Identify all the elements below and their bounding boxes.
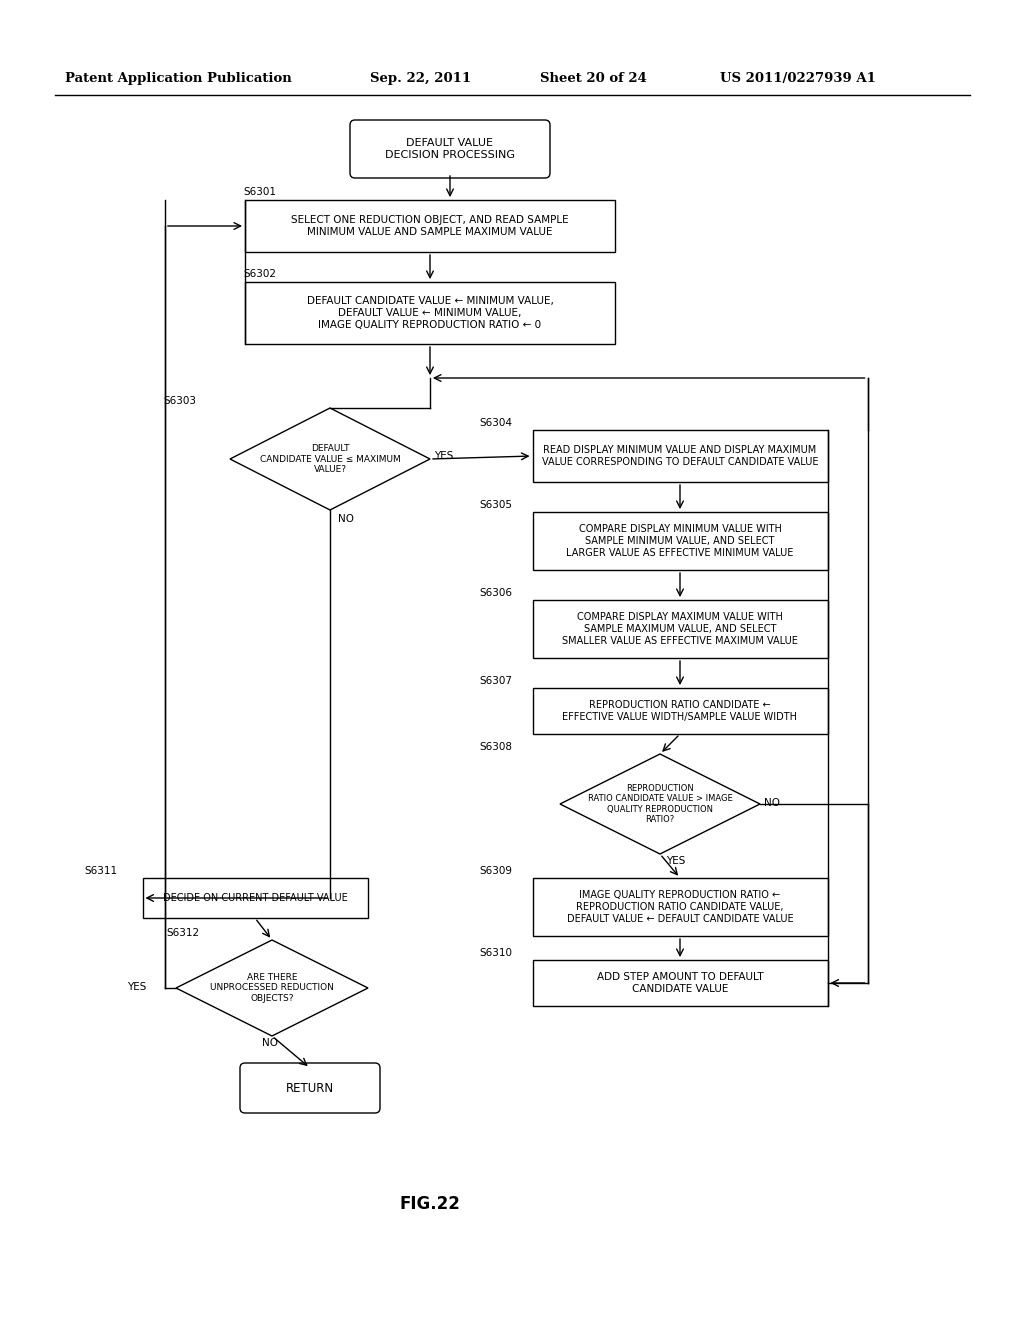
Text: ADD STEP AMOUNT TO DEFAULT
CANDIDATE VALUE: ADD STEP AMOUNT TO DEFAULT CANDIDATE VAL… (597, 973, 763, 994)
Text: YES: YES (666, 855, 685, 866)
Text: S6302: S6302 (243, 269, 276, 279)
Text: S6301: S6301 (243, 187, 276, 197)
Text: S6305: S6305 (479, 500, 512, 510)
Text: ARE THERE
UNPROCESSED REDUCTION
OBJECTS?: ARE THERE UNPROCESSED REDUCTION OBJECTS? (210, 973, 334, 1003)
Text: S6307: S6307 (479, 676, 512, 686)
Text: Sheet 20 of 24: Sheet 20 of 24 (540, 73, 647, 84)
FancyBboxPatch shape (532, 878, 827, 936)
Text: Patent Application Publication: Patent Application Publication (65, 73, 292, 84)
Text: S6309: S6309 (479, 866, 512, 876)
FancyBboxPatch shape (245, 201, 615, 252)
FancyBboxPatch shape (532, 430, 827, 482)
Text: IMAGE QUALITY REPRODUCTION RATIO ←
REPRODUCTION RATIO CANDIDATE VALUE,
DEFAULT V: IMAGE QUALITY REPRODUCTION RATIO ← REPRO… (566, 891, 794, 924)
FancyBboxPatch shape (532, 688, 827, 734)
Text: S6304: S6304 (479, 418, 512, 428)
Text: S6311: S6311 (85, 866, 118, 876)
Text: S6303: S6303 (163, 396, 196, 407)
Text: US 2011/0227939 A1: US 2011/0227939 A1 (720, 73, 876, 84)
Text: RETURN: RETURN (286, 1081, 334, 1094)
FancyBboxPatch shape (532, 601, 827, 657)
FancyBboxPatch shape (240, 1063, 380, 1113)
Polygon shape (230, 408, 430, 510)
Text: S6308: S6308 (479, 742, 512, 752)
FancyBboxPatch shape (532, 512, 827, 570)
Text: COMPARE DISPLAY MAXIMUM VALUE WITH
SAMPLE MAXIMUM VALUE, AND SELECT
SMALLER VALU: COMPARE DISPLAY MAXIMUM VALUE WITH SAMPL… (562, 612, 798, 645)
Text: YES: YES (434, 451, 454, 461)
Text: S6310: S6310 (479, 948, 512, 958)
Text: DEFAULT
CANDIDATE VALUE ≤ MAXIMUM
VALUE?: DEFAULT CANDIDATE VALUE ≤ MAXIMUM VALUE? (260, 444, 400, 474)
Polygon shape (176, 940, 368, 1036)
Polygon shape (560, 754, 760, 854)
Text: NO: NO (764, 799, 780, 808)
Text: DEFAULT VALUE
DECISION PROCESSING: DEFAULT VALUE DECISION PROCESSING (385, 139, 515, 160)
Text: COMPARE DISPLAY MINIMUM VALUE WITH
SAMPLE MINIMUM VALUE, AND SELECT
LARGER VALUE: COMPARE DISPLAY MINIMUM VALUE WITH SAMPL… (566, 524, 794, 557)
FancyBboxPatch shape (532, 960, 827, 1006)
Text: READ DISPLAY MINIMUM VALUE AND DISPLAY MAXIMUM
VALUE CORRESPONDING TO DEFAULT CA: READ DISPLAY MINIMUM VALUE AND DISPLAY M… (542, 445, 818, 467)
Text: DEFAULT CANDIDATE VALUE ← MINIMUM VALUE,
DEFAULT VALUE ← MINIMUM VALUE,
IMAGE QU: DEFAULT CANDIDATE VALUE ← MINIMUM VALUE,… (306, 297, 553, 330)
Text: FIG.22: FIG.22 (399, 1195, 461, 1213)
FancyBboxPatch shape (142, 878, 368, 917)
Text: REPRODUCTION RATIO CANDIDATE ←
EFFECTIVE VALUE WIDTH/SAMPLE VALUE WIDTH: REPRODUCTION RATIO CANDIDATE ← EFFECTIVE… (562, 700, 798, 722)
Text: Sep. 22, 2011: Sep. 22, 2011 (370, 73, 471, 84)
Text: S6306: S6306 (479, 587, 512, 598)
Text: YES: YES (127, 982, 146, 993)
Text: NO: NO (262, 1038, 278, 1048)
Text: S6312: S6312 (166, 928, 199, 939)
FancyBboxPatch shape (350, 120, 550, 178)
Text: REPRODUCTION
RATIO CANDIDATE VALUE > IMAGE
QUALITY REPRODUCTION
RATIO?: REPRODUCTION RATIO CANDIDATE VALUE > IMA… (588, 784, 732, 824)
Text: NO: NO (338, 513, 354, 524)
Text: SELECT ONE REDUCTION OBJECT, AND READ SAMPLE
MINIMUM VALUE AND SAMPLE MAXIMUM VA: SELECT ONE REDUCTION OBJECT, AND READ SA… (291, 215, 568, 236)
FancyBboxPatch shape (245, 282, 615, 345)
Text: DECIDE ON CURRENT DEFAULT VALUE: DECIDE ON CURRENT DEFAULT VALUE (163, 894, 347, 903)
